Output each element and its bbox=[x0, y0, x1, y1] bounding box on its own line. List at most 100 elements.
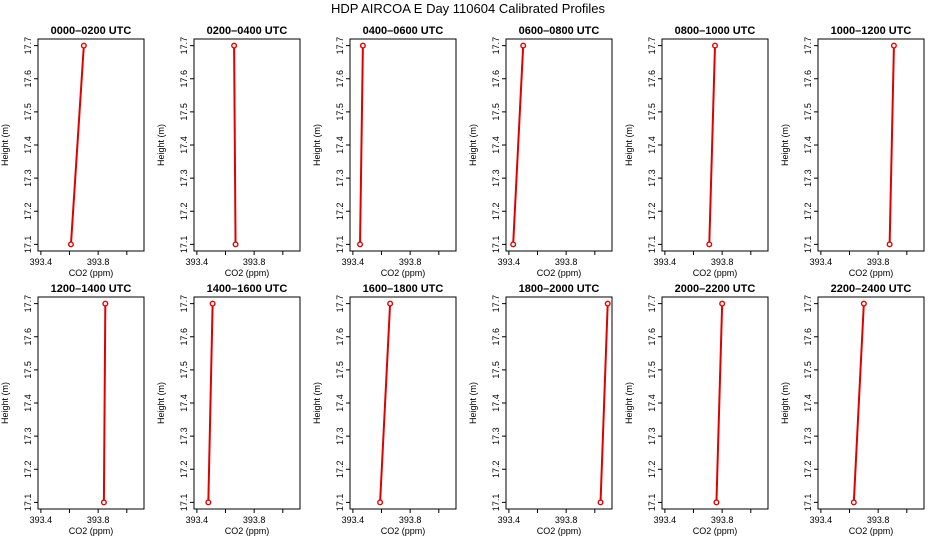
y-tick-label: 17.2 bbox=[647, 202, 657, 220]
y-tick-label: 17.1 bbox=[803, 494, 813, 512]
y-tick-label: 17.1 bbox=[23, 236, 33, 254]
y-tick-label: 17.3 bbox=[23, 169, 33, 187]
profile-line bbox=[512, 45, 525, 245]
y-axis-label: Height (m) bbox=[312, 124, 322, 166]
x-tick-label: 393.4 bbox=[498, 257, 521, 267]
y-tick-label: 17.1 bbox=[179, 236, 189, 254]
data-point bbox=[712, 42, 719, 49]
plot-frame bbox=[349, 296, 457, 510]
x-tick-label: 393.8 bbox=[555, 257, 578, 267]
profile-line bbox=[379, 303, 392, 503]
y-tick-label: 17.3 bbox=[179, 427, 189, 445]
y-tick-label: 17.4 bbox=[335, 394, 345, 412]
y-axis-label: Height (m) bbox=[156, 382, 166, 424]
y-tick-label: 17.6 bbox=[335, 70, 345, 88]
data-point bbox=[850, 499, 857, 506]
panel-title: 1000–1200 UTC bbox=[831, 25, 912, 37]
y-tick-label: 17.7 bbox=[803, 37, 813, 55]
y-tick-label: 17.7 bbox=[647, 37, 657, 55]
data-point bbox=[377, 499, 384, 506]
panel-title: 1200–1400 UTC bbox=[51, 283, 132, 295]
y-tick-label: 17.3 bbox=[803, 169, 813, 187]
y-tick-label: 17.7 bbox=[179, 295, 189, 313]
panel-title: 2200–2400 UTC bbox=[831, 283, 912, 295]
x-tick-label: 393.4 bbox=[30, 257, 53, 267]
y-axis-label: Height (m) bbox=[780, 124, 790, 166]
y-tick-label: 17.3 bbox=[335, 427, 345, 445]
y-tick-label: 17.4 bbox=[803, 136, 813, 154]
y-tick-label: 17.5 bbox=[179, 361, 189, 379]
y-tick-label: 17.5 bbox=[647, 103, 657, 121]
plot-frame bbox=[37, 38, 145, 252]
y-tick-label: 17.2 bbox=[23, 460, 33, 478]
y-tick-label: 17.4 bbox=[335, 136, 345, 154]
y-tick-label: 17.3 bbox=[179, 169, 189, 187]
profile-line bbox=[852, 303, 865, 503]
panel-title: 0000–0200 UTC bbox=[51, 25, 132, 37]
y-tick-label: 17.3 bbox=[491, 169, 501, 187]
data-point bbox=[100, 499, 107, 506]
y-tick-label: 17.1 bbox=[647, 494, 657, 512]
x-axis-label: CO2 (ppm) bbox=[537, 268, 582, 278]
y-tick-label: 17.1 bbox=[491, 494, 501, 512]
y-axis-label: Height (m) bbox=[624, 124, 634, 166]
y-tick-label: 17.6 bbox=[647, 70, 657, 88]
y-tick-label: 17.6 bbox=[803, 70, 813, 88]
data-point bbox=[886, 241, 893, 248]
y-tick-label: 17.2 bbox=[179, 202, 189, 220]
x-axis-label: CO2 (ppm) bbox=[69, 268, 114, 278]
y-tick-label: 17.4 bbox=[803, 394, 813, 412]
y-axis-label: Height (m) bbox=[624, 382, 634, 424]
y-tick-label: 17.6 bbox=[23, 70, 33, 88]
y-tick-label: 17.1 bbox=[647, 236, 657, 254]
y-tick-label: 17.4 bbox=[491, 136, 501, 154]
data-point bbox=[597, 499, 604, 506]
y-tick-label: 17.4 bbox=[179, 394, 189, 412]
x-tick-label: 393.8 bbox=[555, 515, 578, 525]
x-tick-label: 393.4 bbox=[810, 257, 833, 267]
y-tick-label: 17.3 bbox=[335, 169, 345, 187]
plot-frame bbox=[37, 296, 145, 510]
y-tick-label: 17.3 bbox=[491, 427, 501, 445]
profile-line bbox=[359, 45, 364, 245]
y-tick-label: 17.7 bbox=[491, 37, 501, 55]
y-tick-label: 17.3 bbox=[23, 427, 33, 445]
data-point bbox=[860, 300, 867, 307]
x-tick-label: 393.8 bbox=[867, 257, 890, 267]
y-axis-label: Height (m) bbox=[780, 382, 790, 424]
x-axis-label: CO2 (ppm) bbox=[225, 526, 270, 536]
y-axis-label: Height (m) bbox=[468, 124, 478, 166]
panel-title: 0200–0400 UTC bbox=[207, 25, 288, 37]
x-tick-label: 393.8 bbox=[711, 515, 734, 525]
x-tick-label: 393.4 bbox=[342, 257, 365, 267]
y-tick-label: 17.1 bbox=[491, 236, 501, 254]
panel-title: 0400–0600 UTC bbox=[363, 25, 444, 37]
y-axis-label: Height (m) bbox=[0, 124, 10, 166]
data-point bbox=[510, 241, 517, 248]
y-tick-label: 17.6 bbox=[335, 328, 345, 346]
x-tick-label: 393.4 bbox=[186, 257, 209, 267]
y-tick-label: 17.5 bbox=[803, 103, 813, 121]
x-tick-label: 393.4 bbox=[498, 515, 521, 525]
figure-title: HDP AIRCOA E Day 110604 Calibrated Profi… bbox=[330, 1, 606, 16]
y-tick-label: 17.7 bbox=[335, 37, 345, 55]
y-tick-label: 17.7 bbox=[491, 295, 501, 313]
x-axis-label: CO2 (ppm) bbox=[849, 526, 894, 536]
y-axis-label: Height (m) bbox=[312, 382, 322, 424]
plot-frame bbox=[817, 38, 925, 252]
x-tick-label: 393.8 bbox=[243, 257, 266, 267]
plot-frame bbox=[817, 296, 925, 510]
y-tick-label: 17.4 bbox=[23, 394, 33, 412]
x-tick-label: 393.4 bbox=[654, 257, 677, 267]
plot-frame bbox=[661, 296, 769, 510]
panel-title: 1800–2000 UTC bbox=[519, 283, 600, 295]
data-point bbox=[890, 42, 897, 49]
profile-line bbox=[233, 45, 237, 245]
y-tick-label: 17.5 bbox=[23, 103, 33, 121]
y-tick-label: 17.2 bbox=[335, 460, 345, 478]
profile-line bbox=[888, 45, 895, 245]
y-tick-label: 17.7 bbox=[23, 37, 33, 55]
data-point bbox=[80, 42, 87, 49]
data-point bbox=[67, 241, 74, 248]
